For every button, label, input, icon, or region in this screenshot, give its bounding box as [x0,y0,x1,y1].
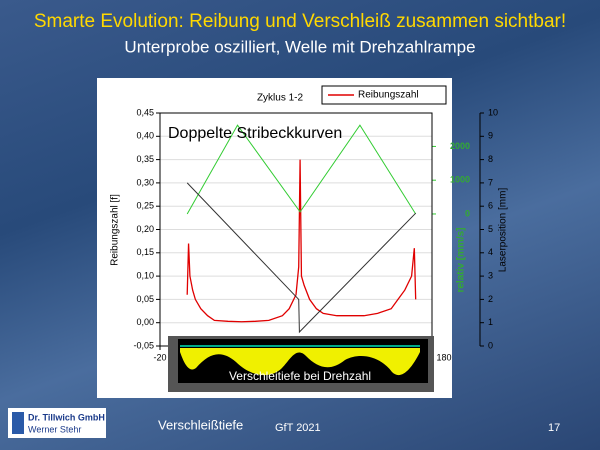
inset-label: Verschleitiefe bei Drehzahl [229,369,371,383]
y-tick-label: 0,40 [136,131,154,141]
y3-tick-label: 1 [488,317,493,327]
y-tick-label: 0,20 [136,224,154,234]
y-tick-label: 0,45 [136,107,154,117]
legend-label: Reibungszahl [358,90,419,101]
y-tick-label: -0,05 [133,340,154,350]
legend [321,85,447,105]
slide-subtitle: Unterprobe oszilliert, Welle mit Drehzah… [124,37,475,56]
y3-tick-label: 7 [488,177,493,187]
y3-tick-label: 5 [488,224,493,234]
y3-tick-label: 8 [488,154,493,164]
y-tick-label: 0,30 [136,177,154,187]
x-tick-label: 180 [436,352,451,362]
slide-title: Smarte Evolution: Reibung und Verschleiß… [34,11,566,32]
y3-tick-label: 10 [488,107,498,117]
y2-axis-label: relativ [mm/s] [456,227,467,292]
logo-company: Dr. Tillwich GmbH [28,412,105,422]
inset-area [180,348,420,376]
y3-tick-label: 6 [488,201,493,211]
y3-tick-label: 9 [488,131,493,141]
y3-tick-label: 2 [488,294,493,304]
y-tick-label: 0,25 [136,201,154,211]
y-tick-label: 0,35 [136,154,154,164]
logo-person: Werner Stehr [28,424,81,434]
logo [8,408,106,438]
chart-title: Zyklus 1-2 [257,93,304,104]
y-tick-label: 0,15 [136,247,154,257]
y-tick-label: 0,00 [136,317,154,327]
chart: -0,05 0,00 0,05 0,10 0,15 0,20 0,25 0,30 0,35 0,4… [110,85,509,392]
event: GfT 2021 [275,422,321,434]
y3-tick-label: 3 [488,270,493,280]
y3-tick-label: 4 [488,247,493,257]
series-line [186,124,417,215]
page-number: 17 [548,422,560,434]
y-axis-label: Reibungszahl [f] [110,194,121,266]
y-tick-label: 0,10 [136,270,154,280]
x-tick-label: -20 [153,352,166,362]
y2-tick-label: 1000 [450,175,470,185]
y-tick-label: 0,05 [136,294,154,304]
y3-tick-label: 0 [488,340,493,350]
y2-tick-label: 0 [465,208,470,218]
series-line [186,159,417,323]
y3-axis-label: Laserposition [mm] [498,188,509,273]
y2-tick-label: 2000 [450,141,470,151]
caption: Verschleißtiefe [158,417,243,432]
series-line [186,182,417,334]
logo-icon [12,412,24,434]
annotation: Doppelte Stribeckkurven [168,125,342,142]
